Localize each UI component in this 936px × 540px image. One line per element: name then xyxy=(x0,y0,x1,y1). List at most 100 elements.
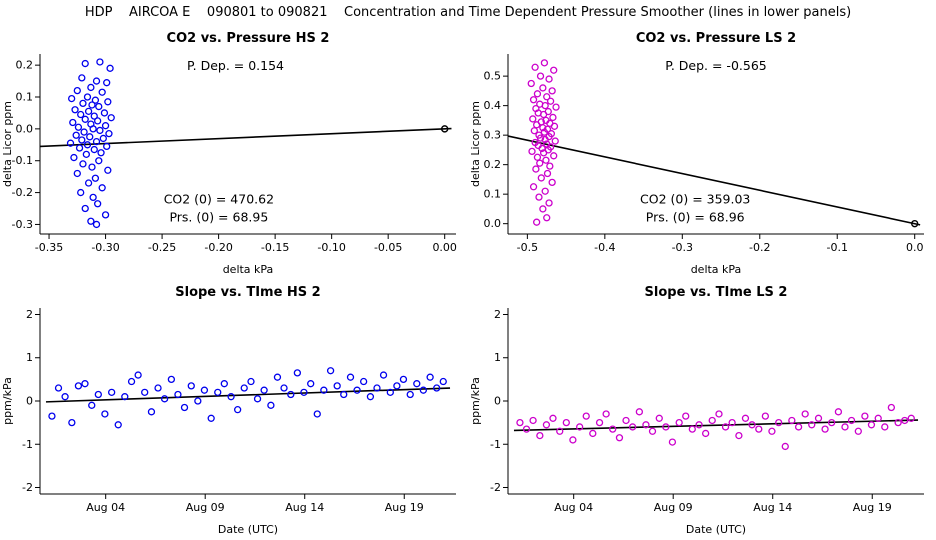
data-point xyxy=(735,431,743,440)
slope-vs-time-hs2-plot: Slope vs. TIme HS 2 Aug 04 Aug 09 Aug 14 Aug… xyxy=(0,280,468,540)
data-point xyxy=(69,118,77,127)
data-point xyxy=(127,377,136,386)
co2-vs-pressure-ls2-plot: CO2 vs. Pressure LS 2 -0.5 -0.4 -0.3 -0.2 -0.… xyxy=(468,26,936,280)
data-point xyxy=(708,416,716,425)
plot-title: Slope vs. TIme HS 2 xyxy=(175,285,320,300)
data-point xyxy=(106,64,114,72)
x-axis-label: Date (UTC) xyxy=(686,523,746,536)
y-tick-label: 0.2 xyxy=(16,59,34,72)
data-point xyxy=(539,84,547,92)
y-axis-label: delta Licor ppm xyxy=(1,101,14,187)
data-point xyxy=(233,406,242,414)
data-point xyxy=(881,423,889,431)
data-point xyxy=(72,131,80,139)
y-tick-label: 0.5 xyxy=(484,70,502,83)
data-point xyxy=(602,410,610,418)
data-point xyxy=(200,386,209,394)
data-point xyxy=(522,425,531,433)
data-point xyxy=(95,102,103,111)
anchor-point xyxy=(440,125,449,133)
data-point xyxy=(532,165,540,173)
data-point xyxy=(781,442,789,451)
data-point xyxy=(79,99,87,108)
data-point xyxy=(121,393,129,401)
data-point xyxy=(92,137,101,146)
data-point xyxy=(562,418,570,427)
data-point xyxy=(531,63,539,71)
data-point xyxy=(386,388,394,396)
data-point xyxy=(100,109,109,117)
x-axis-label: delta kPa xyxy=(691,263,742,276)
data-point xyxy=(543,93,551,101)
data-point xyxy=(81,380,89,388)
data-point xyxy=(81,115,89,123)
data-point xyxy=(160,395,169,403)
data-point xyxy=(91,96,100,104)
data-point xyxy=(682,412,690,420)
data-point xyxy=(267,401,275,409)
fit-line xyxy=(45,387,451,403)
data-point xyxy=(642,421,650,429)
data-point xyxy=(373,384,381,392)
data-point xyxy=(68,94,76,103)
x-tick-label: Aug 19 xyxy=(385,501,424,514)
data-point xyxy=(582,412,590,420)
x-tick-label: -0.10 xyxy=(317,241,345,254)
x-tick-label: -0.05 xyxy=(374,241,402,254)
data-point xyxy=(549,414,557,422)
data-point xyxy=(537,174,545,182)
data-point xyxy=(413,380,421,388)
data-point xyxy=(628,423,637,431)
x-tick-label: -0.3 xyxy=(672,241,693,254)
data-point xyxy=(648,427,657,435)
data-point xyxy=(551,137,559,145)
x-tick-label: Aug 04 xyxy=(86,501,125,514)
data-point xyxy=(134,371,142,379)
data-point xyxy=(220,380,228,388)
plot-title: CO2 vs. Pressure LS 2 xyxy=(636,31,796,46)
data-point xyxy=(569,436,577,444)
data-point xyxy=(103,79,111,87)
data-point xyxy=(240,384,248,392)
data-point xyxy=(194,397,202,405)
data-point xyxy=(539,110,548,119)
x-axis-label: Date (UTC) xyxy=(218,523,278,536)
data-point xyxy=(70,153,78,162)
data-point xyxy=(516,418,524,427)
data-point xyxy=(439,377,447,386)
data-point xyxy=(86,133,94,141)
data-point xyxy=(54,384,63,392)
x-tick-label: -0.15 xyxy=(261,241,289,254)
data-point xyxy=(340,390,348,399)
data-point xyxy=(180,403,189,412)
y-tick-label: 2 xyxy=(494,308,501,321)
data-point xyxy=(695,421,703,429)
data-point xyxy=(66,139,75,147)
slope-vs-time-ls2-plot: Slope vs. TIme LS 2 Aug 04 Aug 09 Aug 14 Aug… xyxy=(468,280,936,540)
data-point xyxy=(96,126,104,135)
fit-line xyxy=(39,127,452,148)
data-point xyxy=(287,390,295,399)
data-point xyxy=(78,74,86,82)
data-point xyxy=(546,162,554,170)
annotation-text: CO2 (0) = 359.03 xyxy=(640,191,750,206)
data-point xyxy=(260,386,268,394)
x-tick-label: 0.00 xyxy=(432,241,457,254)
data-point xyxy=(533,153,542,161)
data-point xyxy=(622,416,630,425)
data-point xyxy=(333,382,341,390)
data-point xyxy=(313,410,321,418)
data-point xyxy=(542,421,551,429)
data-point xyxy=(73,169,81,178)
x-tick-label: Aug 14 xyxy=(285,501,324,514)
data-point xyxy=(104,98,112,106)
co2-vs-pressure-hs2-plot: CO2 vs. Pressure HS 2 -0.35 -0.30 -0.25 -0.2… xyxy=(0,26,468,280)
data-point xyxy=(535,193,543,201)
data-point xyxy=(854,427,862,435)
y-axis-label: ppm/kPa xyxy=(469,377,482,425)
y-tick-label: 0.1 xyxy=(16,91,34,104)
data-point xyxy=(105,129,113,138)
data-point xyxy=(89,193,97,202)
y-tick-label: -2 xyxy=(490,481,501,494)
plot-header-title: HDP AIRCOA E 090801 to 090821 Concentrat… xyxy=(84,5,852,20)
